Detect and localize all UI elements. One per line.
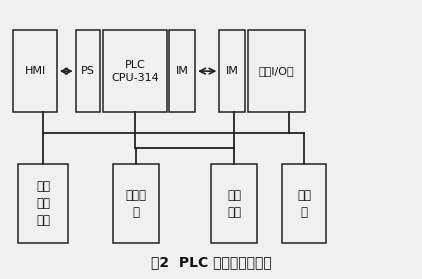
- Bar: [169, 30, 195, 112]
- Text: 图2  PLC 硬件控制原理图: 图2 PLC 硬件控制原理图: [151, 255, 271, 270]
- Bar: [76, 30, 100, 112]
- Bar: [103, 30, 167, 112]
- Text: IM: IM: [176, 66, 189, 76]
- Text: 步进
电机: 步进 电机: [227, 189, 241, 219]
- Text: IM: IM: [226, 66, 239, 76]
- Bar: [113, 164, 159, 243]
- Bar: [219, 30, 245, 112]
- Text: 扩展I/O口: 扩展I/O口: [259, 66, 295, 76]
- Bar: [13, 30, 57, 112]
- Text: PS: PS: [81, 66, 95, 76]
- Bar: [211, 164, 257, 243]
- Bar: [249, 30, 305, 112]
- Text: HMI: HMI: [24, 66, 46, 76]
- Text: PLC
CPU-314: PLC CPU-314: [111, 59, 159, 83]
- Text: 位置
检测
开关: 位置 检测 开关: [36, 180, 50, 227]
- Bar: [282, 164, 326, 243]
- Bar: [18, 164, 68, 243]
- Text: 泵、阀
门: 泵、阀 门: [125, 189, 146, 219]
- Text: 电子
秤: 电子 秤: [297, 189, 311, 219]
